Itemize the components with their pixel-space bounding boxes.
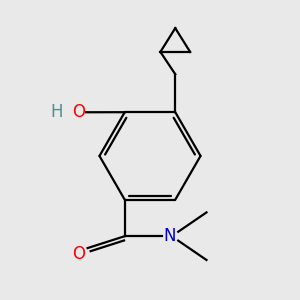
Text: H: H xyxy=(50,103,63,121)
Text: O: O xyxy=(72,103,85,121)
Text: N: N xyxy=(163,227,176,245)
Text: O: O xyxy=(72,245,85,263)
